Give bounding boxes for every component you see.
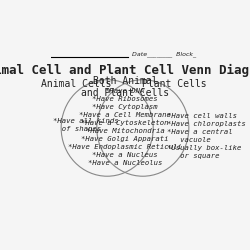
Text: Animal Cell and Plant Cell Venn Diagram: Animal Cell and Plant Cell Venn Diagram xyxy=(0,64,250,77)
Text: *Have cell walls
*Have chloroplasts
*Have a central
   vacuole
*Usually box-like: *Have cell walls *Have chloroplasts *Hav… xyxy=(166,113,245,159)
Text: *Have all kinds
  of shapes: *Have all kinds of shapes xyxy=(53,118,118,132)
Text: Both Animal
and Plant Cells: Both Animal and Plant Cells xyxy=(81,76,169,98)
Text: Plant Cells: Plant Cells xyxy=(142,79,206,89)
Text: Animal Cells: Animal Cells xyxy=(41,79,111,89)
Text: Date________  Block_: Date________ Block_ xyxy=(132,51,196,57)
Text: *Have DNA
*Have Ribosomes
*Have Cytoplasm
*Have a Cell Membrane
*Have a Cytoskel: *Have DNA *Have Ribosomes *Have Cytoplas… xyxy=(68,88,182,166)
